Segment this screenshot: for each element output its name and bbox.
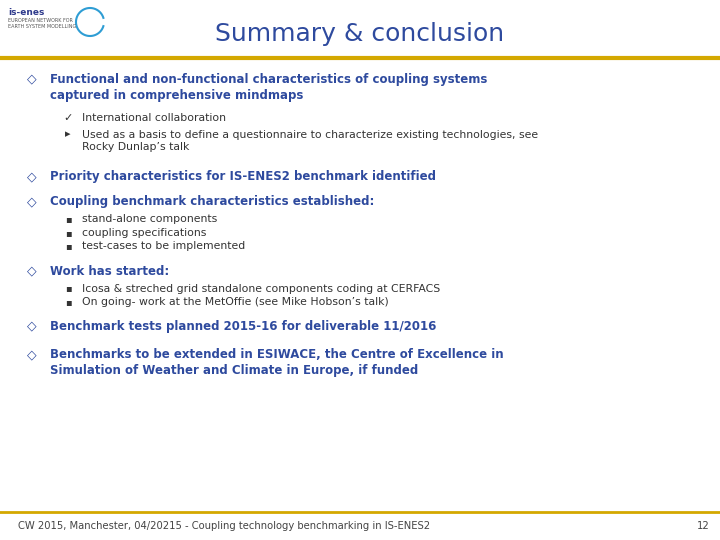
Text: ◇: ◇ (27, 265, 37, 278)
Text: Work has started:: Work has started: (50, 265, 169, 278)
Text: ▪: ▪ (65, 228, 71, 238)
Text: Used as a basis to define a questionnaire to characterize existing technologies,: Used as a basis to define a questionnair… (82, 130, 538, 152)
Text: Coupling benchmark characteristics established:: Coupling benchmark characteristics estab… (50, 195, 374, 208)
Text: Benchmarks to be extended in ESIWACE, the Centre of Excellence in
Simulation of : Benchmarks to be extended in ESIWACE, th… (50, 348, 503, 377)
Text: Benchmark tests planned 2015-16 for deliverable 11/2016: Benchmark tests planned 2015-16 for deli… (50, 320, 436, 333)
Text: Summary & conclusion: Summary & conclusion (215, 22, 505, 46)
Text: International collaboration: International collaboration (82, 113, 226, 124)
Text: Functional and non-functional characteristics of coupling systems
captured in co: Functional and non-functional characteri… (50, 73, 487, 102)
Text: 12: 12 (697, 521, 710, 531)
Text: ▪: ▪ (65, 214, 71, 225)
Text: test-cases to be implemented: test-cases to be implemented (82, 241, 246, 252)
Text: ▪: ▪ (65, 241, 71, 252)
Text: CW 2015, Manchester, 04/20215 - Coupling technology benchmarking in IS-ENES2: CW 2015, Manchester, 04/20215 - Coupling… (18, 521, 430, 531)
Text: ▪: ▪ (65, 297, 71, 307)
Text: coupling specifications: coupling specifications (82, 228, 207, 238)
Text: ◇: ◇ (27, 195, 37, 208)
Text: ◇: ◇ (27, 170, 37, 183)
Text: EUROPEAN NETWORK FOR
EARTH SYSTEM MODELLING: EUROPEAN NETWORK FOR EARTH SYSTEM MODELL… (8, 18, 76, 29)
Text: Priority characteristics for IS-ENES2 benchmark identified: Priority characteristics for IS-ENES2 be… (50, 170, 436, 183)
Text: Icosa & streched grid standalone components coding at CERFACS: Icosa & streched grid standalone compone… (82, 284, 440, 294)
Text: On going- work at the MetOffie (see Mike Hobson’s talk): On going- work at the MetOffie (see Mike… (82, 297, 389, 307)
Text: ▪: ▪ (65, 284, 71, 294)
Text: ◇: ◇ (27, 73, 37, 86)
Text: ◇: ◇ (27, 320, 37, 333)
Text: stand-alone components: stand-alone components (82, 214, 217, 225)
Text: ▸: ▸ (66, 130, 71, 140)
Text: is-enes: is-enes (8, 8, 45, 17)
Text: ◇: ◇ (27, 348, 37, 361)
Text: ✓: ✓ (63, 113, 73, 124)
